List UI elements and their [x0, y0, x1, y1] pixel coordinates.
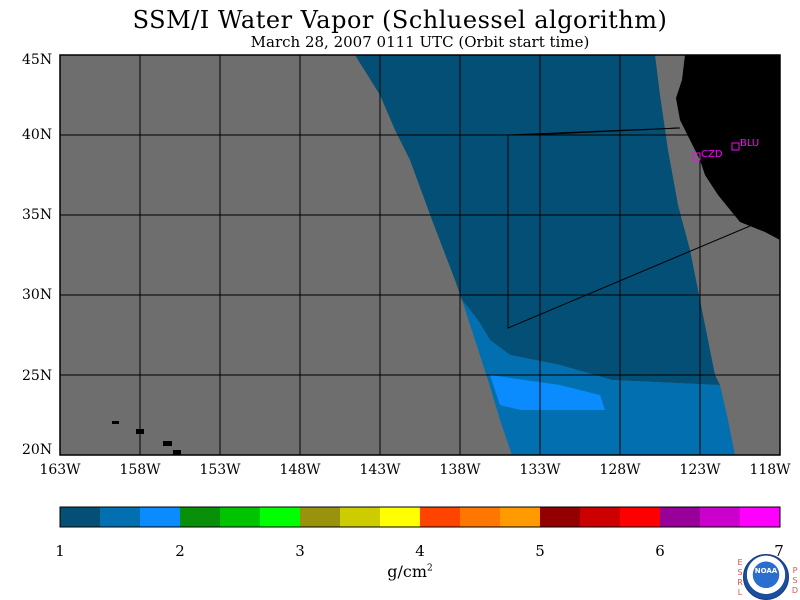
- colorbar-border: [59, 506, 781, 528]
- lon-label-118w: 118W: [749, 462, 791, 478]
- colorbar-segment: [140, 507, 181, 527]
- lat-label-20n: 20N: [22, 442, 53, 458]
- colorbar-segment: [540, 507, 581, 527]
- colorbar-segment: [620, 507, 661, 527]
- lon-label-163w: 163W: [39, 462, 81, 478]
- colorbar-segment: [380, 507, 421, 527]
- lat-label-30n: 30N: [22, 287, 53, 303]
- station-label-blu: BLU: [740, 138, 759, 149]
- colorbar-segment: [220, 507, 261, 527]
- colorbar-segment: [260, 507, 301, 527]
- swath-low-vapor: [355, 55, 720, 385]
- colorbar-unit: g/cm2: [360, 562, 460, 581]
- colorbar-tick-5: 5: [535, 542, 545, 560]
- colorbar-segment: [420, 507, 461, 527]
- lat-label-40n: 40N: [22, 127, 53, 143]
- noaa-logo-icon: NOAA: [743, 554, 789, 600]
- lon-label-143w: 143W: [359, 462, 401, 478]
- colorbar-segment: [660, 507, 701, 527]
- lon-label-138w: 138W: [439, 462, 481, 478]
- noaa-logo-label: NOAA: [754, 567, 778, 575]
- colorbar: [60, 507, 781, 527]
- colorbar-segment: [180, 507, 221, 527]
- colorbar-tick-2: 2: [175, 542, 185, 560]
- lat-label-35n: 35N: [22, 207, 53, 223]
- map-subtitle: March 28, 2007 0111 UTC (Orbit start tim…: [250, 33, 590, 51]
- lon-label-153w: 153W: [199, 462, 241, 478]
- colorbar-tick-4: 4: [415, 542, 425, 560]
- colorbar-segment: [460, 507, 501, 527]
- colorbar-segment: [340, 507, 381, 527]
- colorbar-unit-text: g/cm: [387, 562, 428, 581]
- lon-label-133w: 133W: [519, 462, 561, 478]
- station-czd: CZD: [692, 149, 723, 161]
- colorbar-segment: [100, 507, 141, 527]
- swath-high-vapor: [490, 375, 605, 410]
- lon-label-123w: 123W: [679, 462, 721, 478]
- lat-label-45n: 45N: [22, 52, 53, 68]
- lon-label-148w: 148W: [279, 462, 321, 478]
- lon-label-158w: 158W: [119, 462, 161, 478]
- colorbar-segment: [740, 507, 781, 527]
- continent-north-america: [676, 55, 780, 240]
- swath-mid-vapor: [462, 300, 735, 455]
- lon-label-128w: 128W: [599, 462, 641, 478]
- map-title: SSM/I Water Vapor (Schluessel algorithm): [132, 6, 668, 34]
- colorbar-tick-6: 6: [655, 542, 665, 560]
- colorbar-tick-7: 7: [774, 542, 784, 560]
- colorbar-tick-1: 1: [55, 542, 65, 560]
- map-border: [59, 54, 781, 456]
- colorbar-segment: [60, 507, 101, 527]
- station-blu: BLU: [731, 138, 759, 151]
- station-label-czd: CZD: [701, 149, 723, 160]
- colorbar-segment: [700, 507, 741, 527]
- colorbar-segment: [580, 507, 621, 527]
- colorbar-unit-exponent: 2: [427, 563, 433, 574]
- colorbar-tick-3: 3: [295, 542, 305, 560]
- colorbar-segment: [500, 507, 541, 527]
- flight-track: [507, 127, 751, 329]
- map-grid: [60, 55, 780, 455]
- colorbar-segment: [300, 507, 341, 527]
- lat-label-25n: 25N: [22, 368, 53, 384]
